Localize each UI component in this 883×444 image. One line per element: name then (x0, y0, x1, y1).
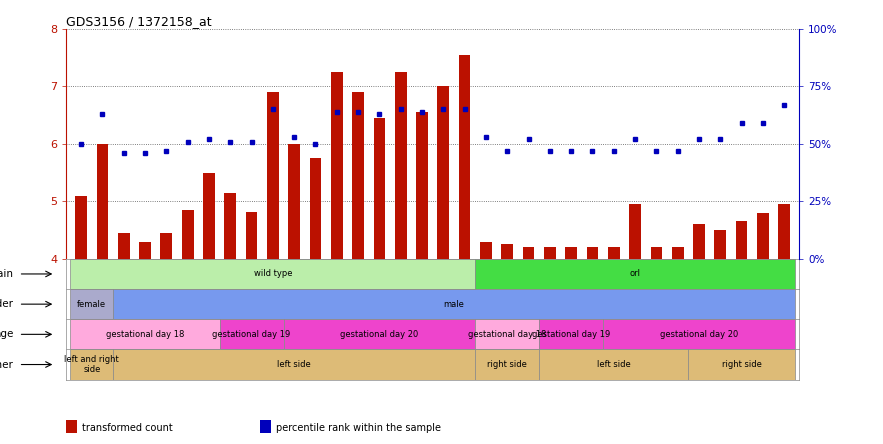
Bar (540, 349, 689, 380)
Bar (693, 224, 705, 259)
Text: age: age (0, 329, 13, 339)
Text: strain: strain (0, 269, 13, 279)
Text: left and right
side: left and right side (64, 355, 119, 374)
Text: gestational day 20: gestational day 20 (660, 330, 738, 339)
Text: gestational day 19: gestational day 19 (532, 330, 610, 339)
Bar (475, 259, 795, 289)
Bar (736, 222, 747, 259)
Bar (586, 247, 599, 259)
Bar (71, 319, 220, 349)
Bar (331, 72, 343, 259)
Bar (603, 319, 795, 349)
Bar (113, 349, 475, 380)
Bar (71, 349, 113, 380)
Bar (544, 247, 555, 259)
Bar (352, 92, 364, 259)
Text: orl: orl (630, 270, 640, 278)
Text: gestational day 18: gestational day 18 (106, 330, 185, 339)
Bar (245, 212, 258, 259)
Bar (540, 319, 603, 349)
Bar (118, 233, 130, 259)
Bar (480, 242, 492, 259)
Bar (689, 349, 795, 380)
Bar (140, 242, 151, 259)
Bar (502, 245, 513, 259)
Bar (523, 247, 534, 259)
Bar (778, 204, 790, 259)
Bar (267, 92, 279, 259)
Bar (651, 247, 662, 259)
Text: left side: left side (597, 360, 630, 369)
Bar (437, 87, 449, 259)
Bar (395, 72, 406, 259)
Text: wild type: wild type (253, 270, 292, 278)
Bar (714, 230, 726, 259)
Bar (757, 213, 769, 259)
Text: right side: right side (721, 360, 761, 369)
Bar (630, 204, 641, 259)
Text: gestational day 20: gestational day 20 (340, 330, 419, 339)
Text: other: other (0, 360, 13, 369)
Text: transformed count: transformed count (82, 423, 173, 432)
Bar (459, 55, 471, 259)
Bar (608, 247, 620, 259)
Bar (283, 319, 475, 349)
Bar (161, 233, 172, 259)
Text: percentile rank within the sample: percentile rank within the sample (276, 423, 442, 432)
Text: left side: left side (277, 360, 311, 369)
Text: gestational day 19: gestational day 19 (213, 330, 291, 339)
Bar (224, 193, 236, 259)
Bar (475, 319, 540, 349)
Bar (71, 259, 475, 289)
Bar (75, 196, 87, 259)
Text: GDS3156 / 1372158_at: GDS3156 / 1372158_at (66, 15, 212, 28)
Bar (96, 144, 109, 259)
Bar (310, 158, 321, 259)
Bar (203, 173, 215, 259)
Text: gestational day 18: gestational day 18 (468, 330, 547, 339)
Bar (220, 319, 283, 349)
Bar (289, 144, 300, 259)
Bar (672, 247, 683, 259)
Bar (374, 118, 385, 259)
Text: male: male (443, 300, 464, 309)
Bar (416, 112, 428, 259)
Text: female: female (77, 300, 106, 309)
Bar (475, 349, 540, 380)
Text: right side: right side (487, 360, 527, 369)
Text: gender: gender (0, 299, 13, 309)
Bar (71, 289, 113, 319)
Bar (565, 247, 577, 259)
Bar (182, 210, 193, 259)
